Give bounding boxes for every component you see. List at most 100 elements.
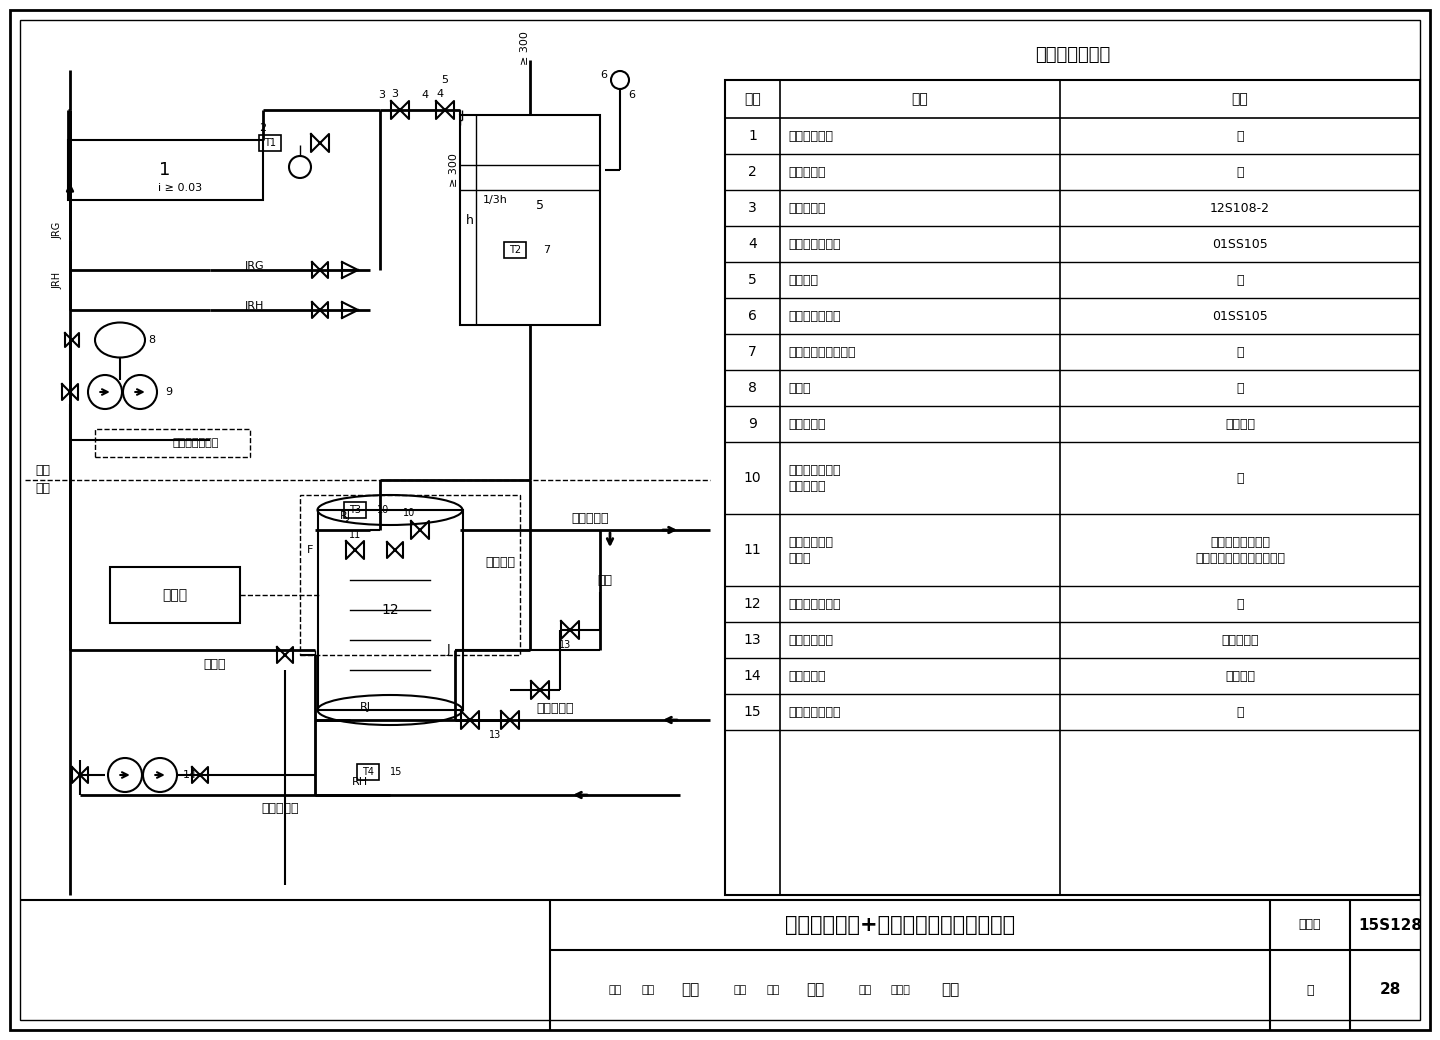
Text: J: J: [446, 644, 449, 656]
Text: 10: 10: [743, 471, 762, 485]
Text: 张哲: 张哲: [806, 983, 824, 997]
Text: 集热水箱: 集热水箱: [788, 274, 818, 286]
Text: 温度传感器: 温度传感器: [788, 479, 825, 493]
Text: 13: 13: [488, 730, 501, 740]
Text: 强制循环水箱+水罐间接加热系统示意图: 强制循环水箱+水罐间接加热系统示意图: [785, 915, 1015, 935]
Text: 13: 13: [559, 640, 572, 650]
Text: －: －: [1237, 382, 1244, 394]
Text: RJ: RJ: [360, 702, 370, 712]
Text: 7: 7: [749, 345, 757, 359]
Text: 4: 4: [422, 90, 429, 100]
Text: 8: 8: [747, 381, 757, 395]
Text: 接工质灌注装置: 接工质灌注装置: [171, 438, 219, 448]
Text: 张蕃: 张蕃: [641, 985, 655, 995]
Text: 页: 页: [1306, 984, 1313, 996]
Text: 11: 11: [348, 530, 361, 540]
Bar: [504, 242, 526, 258]
Text: i ≥ 0.03: i ≥ 0.03: [158, 183, 202, 193]
Text: h: h: [467, 213, 474, 227]
Text: 控制器: 控制器: [163, 588, 187, 602]
Text: 一用一备: 一用一备: [1225, 670, 1256, 682]
Bar: [344, 502, 366, 518]
Text: 容积式水加热器: 容积式水加热器: [788, 598, 841, 610]
Text: T1: T1: [264, 138, 276, 148]
Text: 28: 28: [1380, 983, 1401, 997]
Text: JRG: JRG: [245, 261, 265, 271]
Bar: [68, 140, 262, 200]
Text: －: －: [1237, 130, 1244, 142]
Text: 设计: 设计: [858, 985, 871, 995]
Text: 15: 15: [390, 768, 402, 777]
Text: 1/3h: 1/3h: [482, 196, 507, 205]
Text: 15: 15: [743, 705, 762, 719]
Text: 4: 4: [436, 89, 444, 99]
Text: 2: 2: [749, 165, 757, 179]
Text: T4: T4: [361, 768, 374, 777]
Bar: [300, 495, 520, 655]
Text: 5: 5: [749, 274, 757, 287]
Text: 回水循环泵: 回水循环泵: [788, 670, 825, 682]
Text: 真空破坏器: 真空破坏器: [788, 202, 825, 214]
Text: 9: 9: [166, 387, 173, 397]
Text: 6: 6: [628, 90, 635, 100]
Text: 室内: 室内: [35, 482, 50, 494]
Text: 7: 7: [543, 245, 550, 255]
Text: 定时（全日）自动控制系统: 定时（全日）自动控制系统: [1195, 551, 1284, 565]
Text: 15S128: 15S128: [1358, 917, 1423, 933]
Text: 瑷武: 瑷武: [940, 983, 959, 997]
Text: 6: 6: [747, 309, 757, 323]
Text: 10: 10: [403, 508, 415, 518]
Text: 9: 9: [747, 417, 757, 431]
Text: 张磊: 张磊: [681, 983, 700, 997]
Text: 12: 12: [382, 603, 399, 617]
Text: －: －: [1237, 471, 1244, 485]
Text: 泄水: 泄水: [598, 573, 612, 587]
Text: JRG: JRG: [52, 222, 62, 238]
Text: 01SS105: 01SS105: [1212, 310, 1267, 322]
Text: JRH: JRH: [245, 301, 265, 311]
Text: 辅助热源: 辅助热源: [485, 555, 516, 569]
Text: 6: 6: [600, 70, 608, 80]
Text: 3: 3: [749, 201, 757, 215]
Text: RH: RH: [351, 777, 369, 787]
Text: 主要设备材料表: 主要设备材料表: [1035, 46, 1110, 64]
Text: 温度传感器: 温度传感器: [788, 165, 825, 179]
Text: －: －: [1237, 274, 1244, 286]
Bar: [259, 135, 281, 151]
Text: 回水温度传感器: 回水温度传感器: [788, 705, 841, 719]
Text: ≥ 300: ≥ 300: [520, 31, 530, 64]
Text: 3: 3: [392, 89, 399, 99]
Text: 容积式水加热器: 容积式水加热器: [788, 464, 841, 476]
Text: 4: 4: [749, 237, 757, 251]
Text: 集热水箱温度传感器: 集热水箱温度传感器: [788, 345, 855, 359]
Text: 集热循环泵: 集热循环泵: [788, 417, 825, 431]
Text: 备注: 备注: [1231, 92, 1248, 106]
Text: 14: 14: [743, 669, 762, 683]
Text: 事故检修阀: 事故检修阀: [1221, 633, 1259, 647]
Text: 冷水供水管: 冷水供水管: [536, 702, 573, 714]
Text: 全日自动控制系统: 全日自动控制系统: [1210, 536, 1270, 548]
Text: 12S108-2: 12S108-2: [1210, 202, 1270, 214]
Text: 11: 11: [743, 543, 762, 557]
Text: 校对: 校对: [733, 985, 746, 995]
Text: 12: 12: [743, 597, 762, 612]
Text: 14: 14: [183, 770, 197, 780]
Text: －: －: [1237, 705, 1244, 719]
Text: 2: 2: [259, 123, 266, 133]
Bar: [459, 115, 600, 326]
Text: 膨胀罐: 膨胀罐: [788, 382, 811, 394]
Text: －: －: [1237, 598, 1244, 610]
Text: 1: 1: [747, 129, 757, 144]
Text: 一用一备: 一用一备: [1225, 417, 1256, 431]
Text: 闸阀（常闭）: 闸阀（常闭）: [788, 633, 832, 647]
Bar: [95, 430, 251, 457]
Text: －: －: [1237, 345, 1244, 359]
Text: 01SS105: 01SS105: [1212, 237, 1267, 251]
Text: T3: T3: [348, 505, 361, 515]
Text: 1: 1: [160, 161, 171, 179]
Text: JRH: JRH: [52, 271, 62, 288]
Text: 张皙: 张皙: [766, 985, 779, 995]
Text: 王岩松: 王岩松: [890, 985, 910, 995]
Bar: [109, 567, 240, 623]
Bar: [317, 510, 462, 710]
